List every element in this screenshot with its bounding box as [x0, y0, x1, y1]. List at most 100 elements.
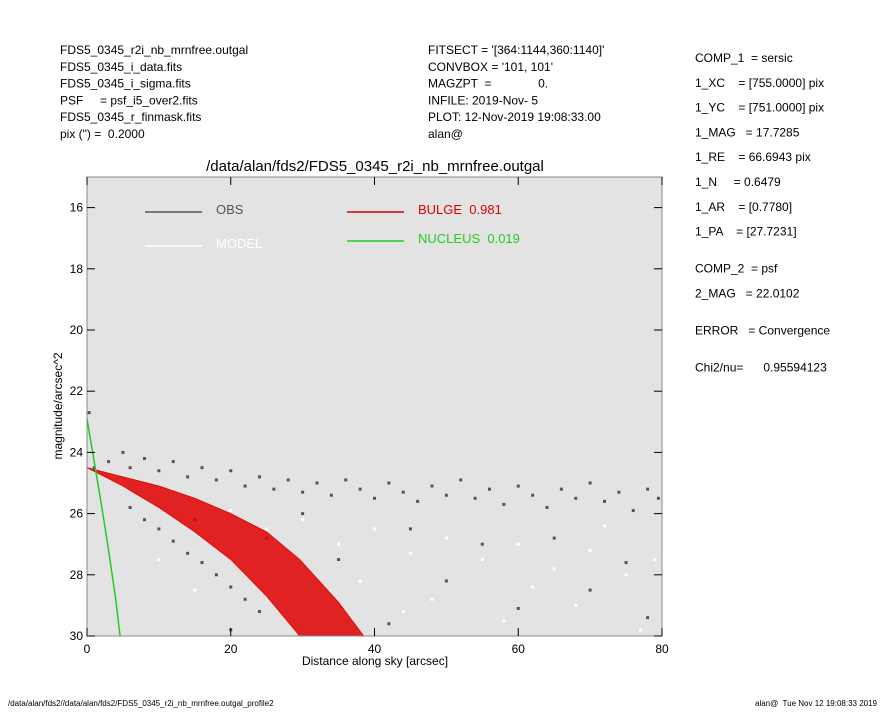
data-point	[373, 496, 376, 500]
data-point	[272, 487, 276, 491]
data-point	[301, 518, 305, 522]
parameter-line: Chi2/nu= 0.95594123	[695, 361, 827, 375]
parameter-line: 2_MAG = 22.0102	[695, 287, 800, 301]
data-point	[329, 493, 333, 497]
data-point	[387, 481, 391, 485]
data-point	[502, 502, 506, 506]
data-point	[358, 579, 362, 583]
header-left-line: PSF = psf_i5_over2.fits	[60, 93, 198, 107]
legend-label: BULGE 0.981	[418, 202, 502, 217]
y-tick-label: 16	[70, 201, 84, 215]
parameter-line: 1_YC = [751.0000] pix	[695, 101, 824, 115]
data-point	[214, 478, 218, 482]
data-point	[128, 505, 132, 509]
header-left-line: pix (") = 0.2000	[60, 127, 145, 141]
header-middle-line: FITSECT = '[364:1144,360:1140]'	[428, 43, 604, 57]
data-point	[444, 579, 448, 583]
y-axis-label: magnitude/arcsec^2	[51, 352, 65, 459]
data-point	[301, 490, 305, 494]
data-point	[653, 558, 657, 561]
data-point	[430, 597, 434, 601]
data-point	[87, 411, 91, 415]
data-point	[229, 469, 233, 473]
data-point	[574, 496, 578, 500]
data-point	[638, 628, 642, 632]
parameter-line: 1_N = 0.6479	[695, 175, 781, 189]
data-point	[430, 484, 434, 488]
x-tick-label: 40	[368, 642, 382, 656]
data-point	[186, 551, 190, 555]
data-point	[488, 487, 491, 491]
data-point	[401, 610, 405, 614]
header-left-line: FDS5_0345_i_sigma.fits	[60, 77, 191, 91]
parameter-line: 1_RE = 66.6943 pix	[695, 150, 811, 164]
y-tick-label: 30	[70, 629, 84, 643]
header-middle-line: MAGZPT = 0.	[428, 77, 548, 91]
header-middle-line: alan@	[428, 127, 463, 141]
data-point	[121, 450, 125, 454]
data-point	[229, 585, 233, 589]
data-point	[200, 466, 204, 470]
parameter-line: 1_PA = [27.7231]	[695, 225, 797, 239]
data-point	[444, 493, 448, 497]
data-point	[588, 548, 592, 552]
data-point	[258, 610, 261, 614]
data-point	[157, 469, 161, 473]
data-point	[229, 509, 233, 513]
parameter-line: 1_XC = [755.0000] pix	[695, 76, 824, 90]
data-point	[286, 478, 290, 482]
data-point	[214, 573, 218, 577]
header-left-line: FDS5_0345_r_finmask.fits	[60, 110, 201, 124]
footer-right: alan@ Tue Nov 12 19:08:33 2019	[755, 699, 878, 708]
x-tick-label: 0	[84, 642, 91, 656]
data-point	[337, 542, 341, 546]
data-point	[444, 536, 448, 540]
data-point	[315, 481, 319, 485]
data-point	[143, 518, 146, 522]
data-point	[646, 616, 650, 620]
x-tick-label: 20	[224, 642, 238, 656]
y-tick-label: 22	[70, 384, 84, 398]
data-point	[157, 558, 161, 561]
header-left-line: FDS5_0345_i_data.fits	[60, 60, 182, 74]
data-point	[516, 542, 520, 546]
data-point	[387, 622, 391, 626]
data-point	[157, 527, 161, 531]
plot-background	[87, 177, 662, 636]
data-point	[473, 496, 477, 500]
legend-label: MODEL	[216, 236, 262, 251]
footer-left: /data/alan/fds2//data/alan/fds2/FDS5_034…	[8, 699, 274, 708]
plot-data	[87, 411, 660, 636]
y-tick-label: 26	[70, 507, 84, 521]
data-point	[480, 542, 484, 546]
data-point	[337, 558, 341, 561]
data-point	[301, 512, 305, 516]
data-point	[459, 478, 463, 482]
data-point	[200, 561, 204, 565]
y-tick-label: 20	[70, 323, 84, 337]
data-point	[143, 457, 146, 461]
data-point	[265, 527, 269, 531]
data-point	[99, 469, 103, 473]
data-point	[408, 551, 412, 555]
data-point	[603, 499, 606, 503]
data-point	[631, 509, 635, 513]
data-point	[545, 505, 549, 509]
header-middle-line: INFILE: 2019-Nov- 5	[428, 93, 538, 107]
y-tick-label: 18	[70, 262, 84, 276]
x-axis-label: Distance along sky [arcsec]	[302, 654, 448, 668]
data-point	[588, 481, 592, 485]
header-middle-line: PLOT: 12-Nov-2019 19:08:33.00	[428, 110, 601, 124]
data-point	[603, 524, 606, 528]
parameter-line: COMP_2 = psf	[695, 262, 778, 276]
parameter-line: ERROR = Convergence	[695, 324, 830, 338]
data-point	[243, 484, 247, 488]
legend-label: OBS	[216, 202, 244, 217]
data-point	[646, 487, 650, 491]
chart-title: /data/alan/fds2/FDS5_0345_r2i_nb_mrnfree…	[206, 158, 544, 175]
data-point	[107, 460, 111, 464]
data-point	[624, 573, 628, 577]
data-point	[344, 478, 348, 482]
x-tick-label: 80	[655, 642, 669, 656]
data-point	[516, 606, 520, 610]
